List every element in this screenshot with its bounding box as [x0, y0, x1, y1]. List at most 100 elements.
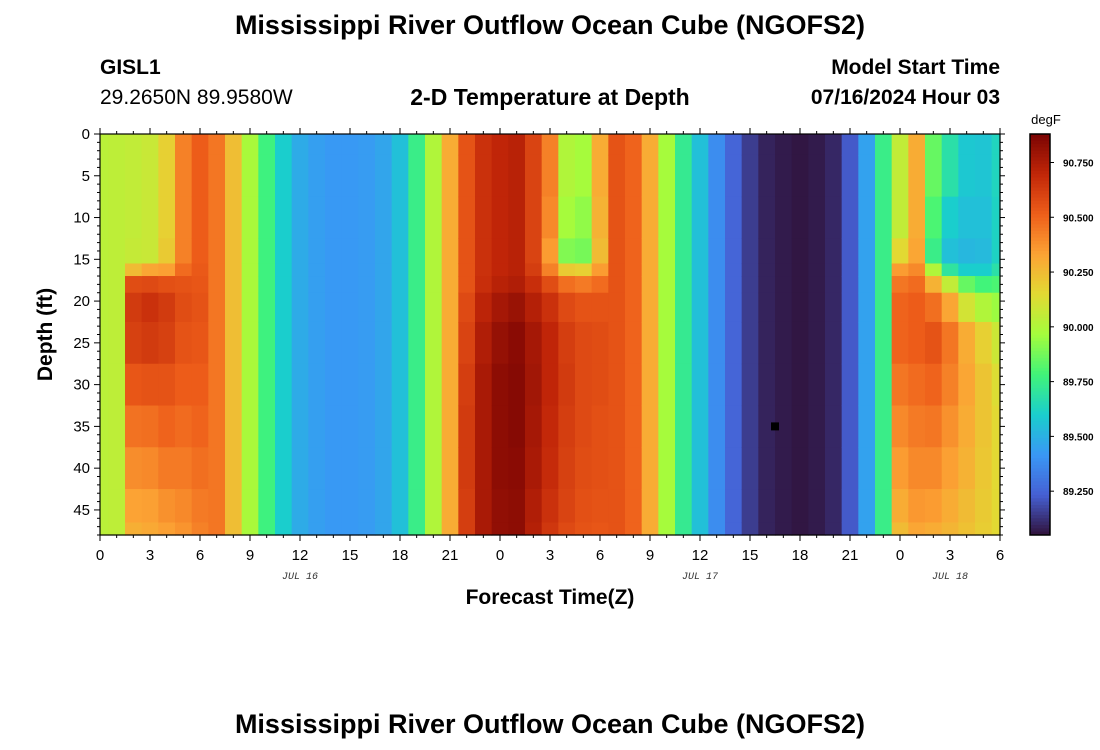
heatmap-cell [625, 489, 643, 524]
colorbar-segment [1030, 234, 1050, 239]
heatmap-cell [575, 196, 593, 240]
heatmap-cell [941, 196, 959, 240]
heatmap-cell [808, 292, 826, 323]
heatmap-cell [275, 489, 293, 524]
heatmap-cell [275, 276, 293, 294]
colorbar-segment [1030, 334, 1050, 339]
heatmap-cell [208, 292, 226, 323]
heatmap-cell [141, 134, 159, 156]
heatmap-cell [475, 263, 493, 277]
heatmap-cell [591, 154, 609, 198]
colorbar-segment [1030, 194, 1050, 198]
heatmap-cell [658, 196, 676, 240]
heatmap-cell [741, 154, 759, 198]
heatmap-cell [658, 489, 676, 524]
heatmap-cell [758, 196, 776, 240]
colorbar-segment [1030, 488, 1050, 493]
heatmap-cell [791, 238, 809, 265]
heatmap-cell [908, 263, 926, 277]
heatmap-cell [775, 263, 793, 277]
heatmap-cell [241, 447, 259, 490]
heatmap-cell [258, 321, 276, 365]
heatmap-cell [125, 447, 143, 490]
heatmap-cell [258, 196, 276, 240]
x-tick-label: 21 [842, 547, 859, 564]
heatmap-cell [741, 263, 759, 277]
heatmap-cell [425, 321, 443, 365]
heatmap-cell [975, 522, 993, 536]
heatmap-cell [575, 154, 593, 198]
heatmap-cell [825, 238, 843, 265]
heatmap-cell [608, 196, 626, 240]
heatmap-cell [575, 238, 593, 265]
heatmap-cell [425, 363, 443, 407]
y-tick-label: 40 [73, 460, 90, 477]
heatmap-cell [175, 134, 193, 156]
heatmap-cell [591, 263, 609, 277]
heatmap-cell [675, 522, 693, 536]
heatmap-cell [541, 238, 559, 265]
heatmap-cell [658, 276, 676, 294]
heatmap-cell [491, 489, 509, 524]
heatmap-cell [100, 196, 109, 240]
heatmap-cell [325, 321, 343, 365]
heatmap-cell [858, 489, 876, 524]
heatmap-cell [891, 321, 909, 365]
heatmap-cell [591, 522, 609, 536]
heatmap-cell [875, 447, 893, 490]
heatmap-cell [725, 196, 743, 240]
colorbar-segment [1030, 197, 1050, 202]
colorbar-segment [1030, 461, 1050, 466]
heatmap-cell [641, 405, 659, 448]
heatmap-cell [491, 522, 509, 536]
heatmap-cell [508, 196, 526, 240]
colorbar-segment [1030, 464, 1050, 469]
heatmap-cell [625, 292, 643, 323]
heatmap-cell [458, 522, 476, 536]
colorbar-segment [1030, 501, 1050, 506]
heatmap-cell [341, 154, 359, 198]
heatmap-cell [191, 154, 209, 198]
heatmap-cell [225, 238, 243, 265]
colorbar-segment [1030, 154, 1050, 158]
heatmap-cell [758, 489, 776, 524]
heatmap-cell [558, 196, 576, 240]
heatmap-cell [575, 405, 593, 448]
heatmap-cell [375, 263, 393, 277]
x-tick-label: 6 [996, 547, 1004, 564]
heatmap-cell [491, 447, 509, 490]
heatmap-cell [458, 405, 476, 448]
heatmap-cell [508, 489, 526, 524]
heatmap-cell [341, 321, 359, 365]
heatmap-cell [725, 363, 743, 407]
heatmap-cell [608, 489, 626, 524]
heatmap-cell [441, 522, 459, 536]
x-tick-label: 0 [496, 547, 504, 564]
heatmap-cell [908, 447, 926, 490]
heatmap-cell [158, 276, 176, 294]
heatmap-cell [275, 292, 293, 323]
colorbar-segment [1030, 451, 1050, 456]
heatmap-cell [391, 321, 409, 365]
heatmap-cell [108, 263, 126, 277]
heatmap-cell [408, 522, 426, 536]
colorbar-segment [1030, 361, 1050, 366]
x-tick-label: 0 [896, 547, 904, 564]
heatmap-cell [775, 134, 793, 156]
heatmap-cell [675, 134, 693, 156]
heatmap-cell [408, 321, 426, 365]
heatmap-cell [241, 263, 259, 277]
heatmap-cell [358, 363, 376, 407]
heatmap-cell [475, 321, 493, 365]
plot-title: 2-D Temperature at Depth [410, 84, 690, 110]
heatmap-cell [758, 405, 776, 448]
colorbar-segment [1030, 150, 1050, 155]
heatmap-cell [158, 134, 176, 156]
colorbar-segment [1030, 190, 1050, 195]
heatmap-cell [100, 154, 109, 198]
heatmap-cell [825, 405, 843, 448]
heatmap-cell [941, 276, 959, 294]
heatmap-cell [141, 363, 159, 407]
heatmap-cell [575, 292, 593, 323]
colorbar-segment [1030, 431, 1050, 436]
